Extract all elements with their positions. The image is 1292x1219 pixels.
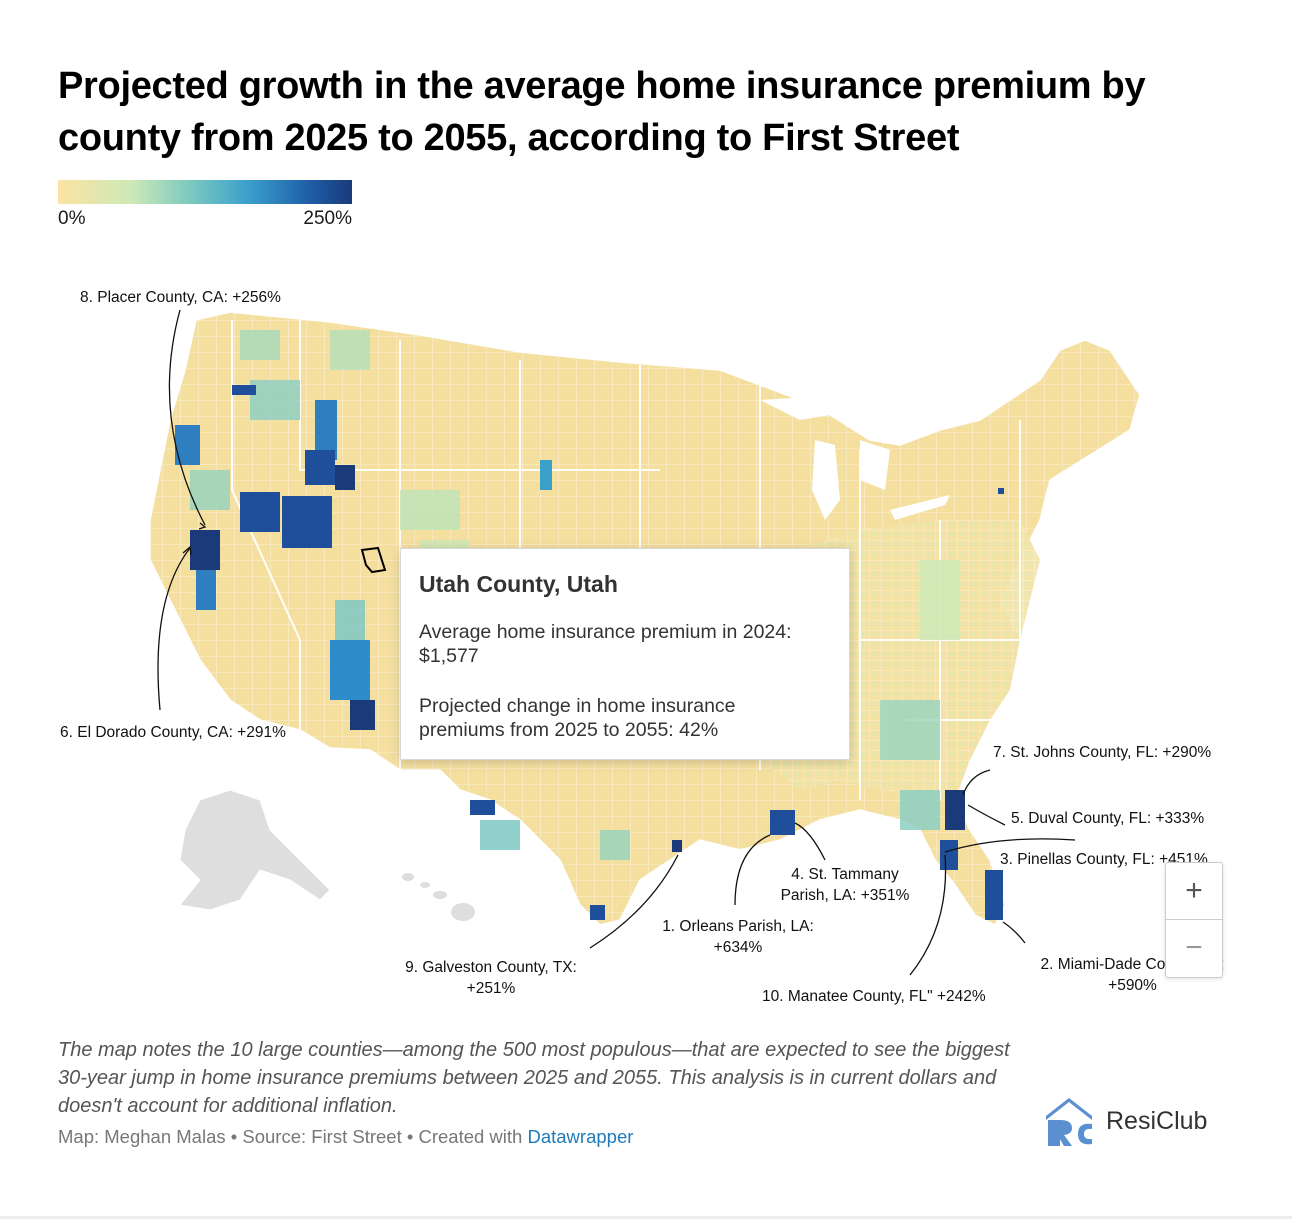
callout-galveston-line2: +251% xyxy=(466,980,516,997)
tooltip-projected-change: Projected change in home insurance premi… xyxy=(419,695,736,741)
zoom-controls: + − xyxy=(1165,862,1223,978)
tooltip-title: Utah County, Utah xyxy=(419,571,618,597)
callout-placer: 8. Placer County, CA: +256% xyxy=(80,289,281,306)
alaska xyxy=(179,789,331,911)
source-line: Map: Meghan Malas • Source: First Street… xyxy=(58,1126,633,1148)
footnote: The map notes the 10 large counties—amon… xyxy=(58,1039,1010,1117)
county-tooltip: Utah County, Utah Average home insurance… xyxy=(400,548,850,760)
color-legend: 0% 250% xyxy=(58,180,352,230)
resiclub-logo-text: ResiClub xyxy=(1106,1106,1208,1135)
lake-superior xyxy=(760,395,860,420)
high-value-counties xyxy=(175,385,1004,920)
lake-michigan xyxy=(812,440,840,520)
legend-min-label: 0% xyxy=(58,208,86,229)
callout-st-tammany: 4. St. Tammany Parish, LA: +351% xyxy=(770,864,920,906)
legend-gradient xyxy=(58,180,352,204)
callout-duval: 5. Duval County, FL: +333% xyxy=(1011,810,1205,827)
zoom-out-button[interactable]: − xyxy=(1185,931,1203,964)
callout-orleans: 1. Orleans Parish, LA: +634% xyxy=(648,916,828,958)
zoom-in-button[interactable]: + xyxy=(1166,863,1222,920)
callout-galveston: 9. Galveston County, TX: +251% xyxy=(396,957,586,999)
resiclub-logo-icon xyxy=(1046,1098,1092,1146)
callout-st-tammany-line2: Parish, LA: +351% xyxy=(780,887,910,904)
callout-pinellas: 3. Pinellas County, FL: +451% xyxy=(1000,851,1208,868)
resiclub-logo: ResiClub xyxy=(1042,1094,1207,1148)
callout-miami-line2: +590% xyxy=(1108,977,1157,994)
bottom-divider xyxy=(0,1216,1292,1219)
legend-max-label: 250% xyxy=(303,208,352,229)
callout-orleans-line1: 1. Orleans Parish, LA: xyxy=(662,918,814,935)
callout-manatee: 10. Manatee County, FL" +242% xyxy=(762,988,986,1005)
callout-galveston-line1: 9. Galveston County, TX: xyxy=(405,959,577,976)
source-text: Map: Meghan Malas • Source: First Street… xyxy=(58,1126,528,1147)
utah-county-highlight[interactable] xyxy=(360,546,387,574)
tooltip-premium-2024: Average home insurance premium in 2024: … xyxy=(419,621,792,667)
hawaii xyxy=(402,873,475,921)
callout-el-dorado: 6. El Dorado County, CA: +291% xyxy=(60,724,286,741)
callout-st-johns: 7. St. Johns County, FL: +290% xyxy=(993,744,1212,761)
callout-st-tammany-line1: 4. St. Tammany xyxy=(791,866,899,883)
chart-title: Projected growth in the average home ins… xyxy=(58,65,1146,159)
lake-huron xyxy=(860,440,890,490)
us-county-map[interactable] xyxy=(0,0,1292,1030)
datawrapper-link[interactable]: Datawrapper xyxy=(527,1126,634,1147)
callout-orleans-line2: +634% xyxy=(713,939,763,956)
lake-erie xyxy=(890,495,950,520)
callout-arrows xyxy=(157,309,1076,976)
